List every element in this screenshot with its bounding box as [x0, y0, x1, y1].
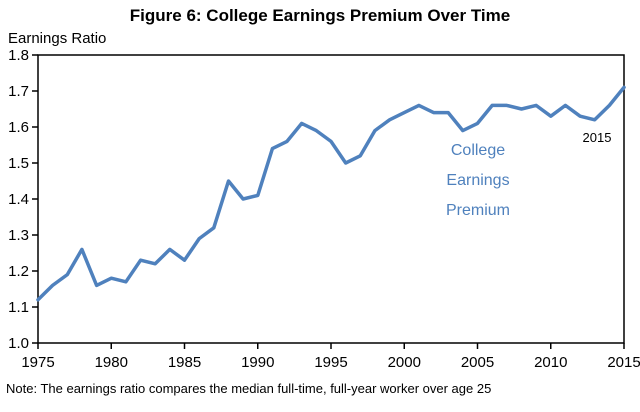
x-ticks: 1975 1980 1985 1990 1995 2000 2005 2010 2015	[21, 343, 640, 371]
x-tick-label: 1980	[95, 354, 128, 371]
y-ticks: 1.0 1.1 1.2 1.3 1.4 1.5 1.6 1.7 1.8	[8, 49, 38, 352]
premium-line	[36, 85, 626, 302]
x-tick-label: 2005	[461, 354, 494, 371]
y-axis-title: Earnings Ratio	[8, 30, 107, 47]
annotation-line-1: College	[451, 142, 505, 159]
x-tick-label: 2010	[534, 354, 567, 371]
plot-border	[37, 54, 625, 344]
annotation-line-2: Earnings	[446, 172, 509, 189]
x-tick-label: 2000	[388, 354, 421, 371]
y-tick-label: 1.7	[8, 83, 29, 100]
y-tick-label: 1.6	[8, 119, 29, 136]
chart-title: Figure 6: College Earnings Premium Over …	[129, 6, 511, 25]
x-tick-label: 1990	[241, 354, 274, 371]
y-tick-label: 1.3	[8, 227, 29, 244]
x-tick-label: 1995	[314, 354, 347, 371]
chart-note: Note: The earnings ratio compares the me…	[6, 381, 492, 396]
y-tick-label: 1.5	[8, 155, 29, 172]
x-tick-label: 1985	[168, 354, 201, 371]
y-tick-label: 1.4	[8, 191, 29, 208]
y-tick-label: 1.0	[8, 335, 29, 352]
line-chart: 1.0 1.1 1.2 1.3 1.4 1.5 1.6 1.7 1.8 1975 1980 1985…	[8, 49, 640, 371]
x-tick-label: 1975	[21, 354, 54, 371]
y-tick-label: 1.8	[8, 49, 29, 64]
annotation-line-3: Premium	[446, 202, 510, 219]
x-tick-label: 2015	[607, 354, 640, 371]
end-year-label: 2015	[583, 130, 612, 145]
y-tick-label: 1.1	[8, 299, 29, 316]
y-tick-label: 1.2	[8, 263, 29, 280]
